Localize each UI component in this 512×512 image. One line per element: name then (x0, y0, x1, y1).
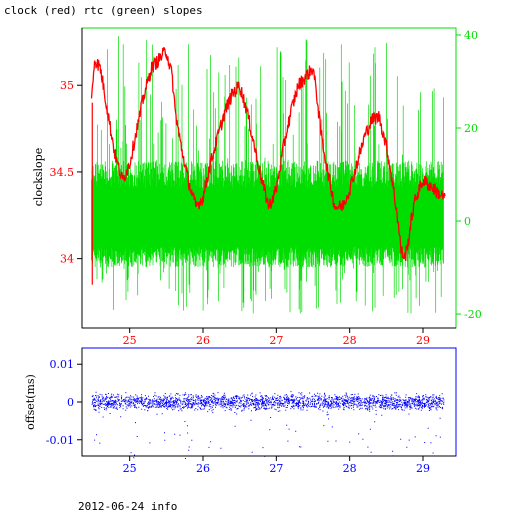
offset-series (91, 391, 445, 459)
bottom-x-tick-label-0: 25 (123, 462, 137, 475)
top-y-right-tick-label-0: -20 (464, 308, 482, 321)
clock-slope-series (90, 46, 446, 285)
rtc-slope-line (91, 36, 444, 314)
bottom-ticks: 25 26 27 28 29 -0.01 0 0.01 (46, 358, 430, 475)
top-y-right-tick-label-2: 20 (464, 122, 478, 135)
top-x-tick-label-0: 25 (123, 334, 137, 347)
figure-footer: 2012-06-24 info (78, 500, 177, 512)
bottom-y-tick-label-1: 0 (67, 396, 74, 409)
top-y-left-tick-label-2: 35 (60, 79, 74, 92)
bottom-y-axis-label: offset(ms) (24, 374, 37, 430)
bottom-x-tick-label-4: 29 (416, 462, 430, 475)
bottom-chart: 25 26 27 28 29 -0.01 0 0.01 offset(ms) (24, 347, 457, 475)
clock-slope-line (90, 46, 446, 261)
bottom-x-tick-label-1: 26 (196, 462, 210, 475)
top-y-left-tick-label-0: 34 (60, 253, 74, 266)
top-ticks: 25 26 27 28 29 34 34.5 35 -20 0 20 40 (50, 29, 482, 347)
top-chart: 25 26 27 28 29 34 34.5 35 -20 0 20 40 clockslope (32, 27, 482, 347)
top-x-tick-label-1: 26 (196, 334, 210, 347)
top-y-left-tick-label-1: 34.5 (50, 166, 75, 179)
bottom-y-tick-label-0: -0.01 (46, 434, 74, 447)
top-y-right-tick-label-3: 40 (464, 29, 478, 42)
top-y-right-tick-label-1: 0 (464, 215, 471, 228)
offset-points (91, 391, 445, 459)
top-x-tick-label-3: 28 (343, 334, 357, 347)
bottom-x-tick-label-2: 27 (269, 462, 283, 475)
figure-title: clock (red) rtc (green) slopes (4, 4, 203, 17)
bottom-y-tick-label-2: 0.01 (50, 358, 75, 371)
top-x-tick-label-4: 29 (416, 334, 430, 347)
top-x-tick-label-2: 27 (269, 334, 283, 347)
rtc-slope-series (91, 36, 444, 314)
top-y-axis-label: clockslope (32, 148, 45, 206)
bottom-x-tick-label-3: 28 (343, 462, 357, 475)
